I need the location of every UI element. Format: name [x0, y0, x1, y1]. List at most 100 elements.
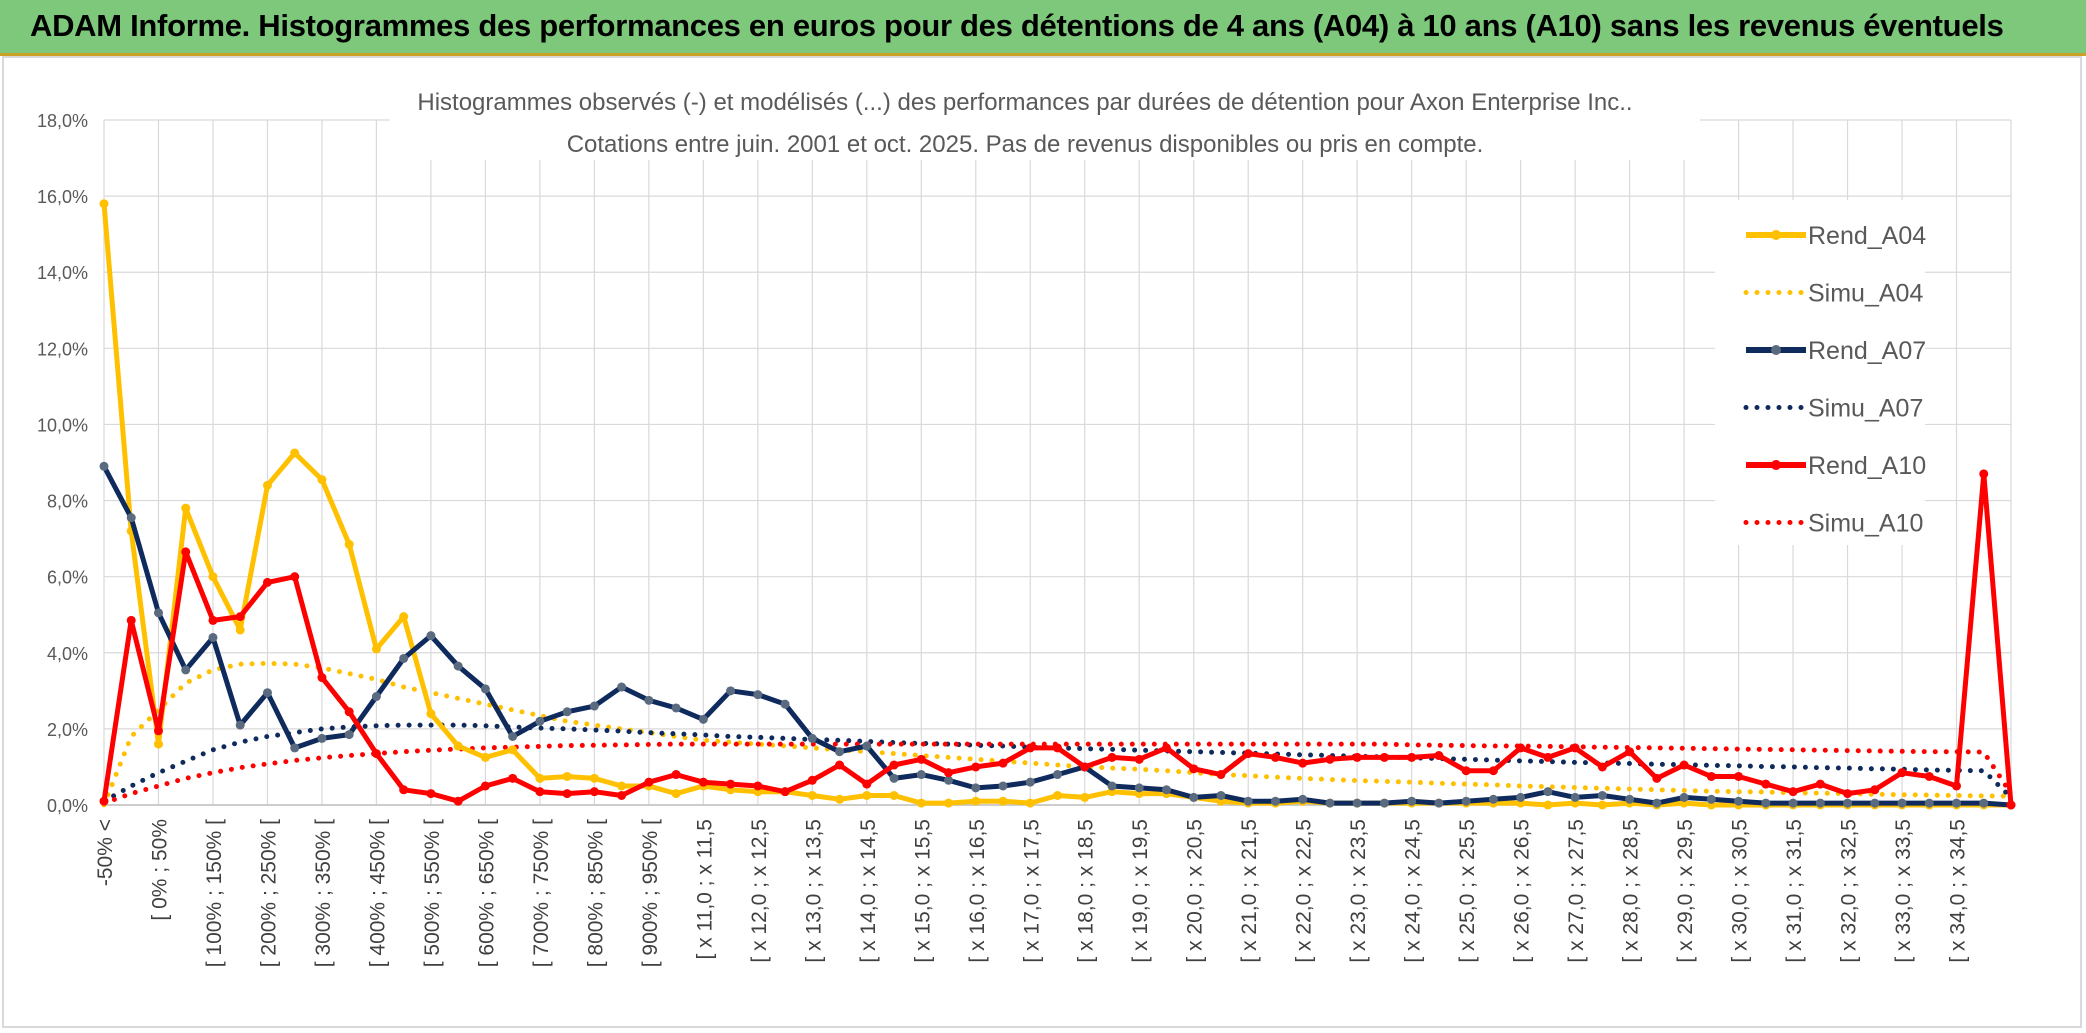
data-point-Rend_A10 [726, 779, 736, 789]
data-point-Rend_A10 [562, 789, 572, 799]
data-point-Rend_A04 [153, 739, 163, 749]
data-point-Rend_A07 [1924, 798, 1934, 808]
data-point-Rend_A10 [780, 787, 790, 797]
data-point-Rend_A07 [153, 608, 163, 618]
data-point-Rend_A10 [153, 726, 163, 736]
y-tick-label: 18,0% [37, 111, 88, 131]
data-point-Rend_A04 [1025, 798, 1035, 808]
data-point-Rend_A07 [1652, 798, 1662, 808]
data-point-Rend_A07 [480, 684, 490, 694]
data-point-Rend_A07 [1843, 798, 1853, 808]
data-point-Rend_A07 [371, 692, 381, 702]
legend-label: Simu_A10 [1808, 510, 1923, 538]
data-point-Rend_A10 [1543, 752, 1553, 762]
data-point-Rend_A07 [290, 743, 300, 753]
chart-frame [2, 56, 2082, 1028]
data-point-Rend_A10 [862, 779, 872, 789]
data-point-Rend_A10 [1025, 743, 1035, 753]
legend-label: Simu_A07 [1808, 395, 1923, 423]
data-point-Rend_A04 [1543, 800, 1553, 810]
legend-item-Rend_A04: Rend_A04 [1746, 222, 1926, 250]
legend-item-Rend_A10: Rend_A10 [1746, 452, 1926, 480]
data-point-Rend_A07 [1679, 792, 1689, 802]
data-point-Rend_A07 [807, 733, 817, 743]
x-tick-label: [ x 27,0 ; x 27,5 [1565, 819, 1588, 963]
data-point-Rend_A07 [1788, 798, 1798, 808]
data-point-Rend_A07 [889, 773, 899, 783]
data-point-Rend_A07 [317, 733, 327, 743]
data-point-Rend_A04 [453, 741, 463, 751]
report-banner: ADAM Informe. Histogrammes des performan… [0, 0, 2086, 56]
data-point-Rend_A07 [426, 631, 436, 641]
x-tick-label: [ x 21,0 ; x 21,5 [1238, 819, 1261, 963]
data-point-Rend_A07 [262, 688, 272, 698]
y-tick-label: 4,0% [47, 644, 88, 664]
x-tick-label: [ x 25,0 ; x 25,5 [1456, 819, 1479, 963]
data-point-Rend_A10 [535, 787, 545, 797]
x-tick-label: [ 700% ; 750% [ [530, 819, 553, 967]
x-tick-label: -50% < [94, 819, 117, 886]
data-point-Rend_A07 [862, 741, 872, 751]
data-point-Rend_A10 [753, 781, 763, 791]
x-tick-label: [ x 33,0 ; x 33,5 [1892, 819, 1915, 963]
legend-item-Simu_A10: Simu_A10 [1743, 510, 1923, 538]
x-tick-label: [ x 11,0 ; x 11,5 [693, 819, 716, 959]
y-tick-label: 12,0% [37, 339, 88, 359]
x-tick-label: [ 0% ; 50% [148, 819, 171, 921]
data-point-Rend_A07 [617, 682, 627, 692]
data-point-Rend_A10 [1597, 762, 1607, 772]
x-tick-label: [ x 31,0 ; x 31,5 [1783, 819, 1806, 963]
data-point-Rend_A07 [1979, 798, 1989, 808]
y-tick-label: 0,0% [47, 796, 88, 816]
legend-label: Simu_A04 [1808, 280, 1923, 308]
legend-marker [1771, 345, 1781, 355]
data-point-Rend_A07 [1543, 787, 1553, 797]
title-background [390, 80, 1700, 160]
legend-item-Simu_A07: Simu_A07 [1743, 395, 1923, 423]
data-point-Rend_A10 [1734, 771, 1744, 781]
x-tick-label: [ x 32,0 ; x 32,5 [1838, 819, 1861, 963]
data-point-Rend_A10 [2006, 800, 2016, 810]
data-point-Rend_A07 [1625, 794, 1635, 804]
x-tick-label: [ x 12,0 ; x 12,5 [748, 819, 771, 963]
legend-marker [1771, 460, 1781, 470]
data-point-Rend_A10 [1979, 469, 1989, 479]
data-point-Rend_A07 [753, 690, 763, 700]
data-point-Rend_A10 [698, 777, 708, 787]
data-point-Rend_A10 [807, 775, 817, 785]
data-point-Rend_A10 [617, 790, 627, 800]
data-point-Rend_A07 [998, 781, 1008, 791]
data-point-Rend_A04 [181, 503, 191, 513]
series-Rend_A10 [99, 469, 2016, 810]
x-tick-label: [ 800% ; 850% [ [584, 819, 607, 967]
x-tick-label: [ x 14,0 ; x 14,5 [857, 819, 880, 963]
y-tick-label: 2,0% [47, 720, 88, 740]
data-point-Rend_A10 [1107, 752, 1117, 762]
data-point-Rend_A07 [1298, 794, 1308, 804]
data-point-Rend_A07 [1815, 798, 1825, 808]
data-point-Rend_A10 [1053, 743, 1062, 753]
data-point-Rend_A07 [508, 732, 518, 741]
data-point-Rend_A07 [1216, 790, 1226, 800]
x-tick-label: [ x 16,0 ; x 16,5 [966, 819, 989, 963]
chart-title: Histogrammes observés (-) et modélisés (… [417, 89, 1632, 116]
data-point-Rend_A04 [208, 572, 218, 582]
data-point-Rend_A07 [344, 730, 354, 740]
legend-item-Simu_A04: Simu_A04 [1743, 280, 1923, 308]
x-tick-label: [ x 18,0 ; x 18,5 [1075, 819, 1098, 963]
data-point-Rend_A10 [1488, 766, 1498, 776]
data-point-Rend_A04 [971, 796, 981, 806]
data-point-Rend_A07 [726, 686, 736, 696]
data-point-Rend_A04 [807, 790, 817, 800]
report-title: ADAM Informe. Histogrammes des performan… [30, 8, 2004, 43]
data-point-Rend_A04 [998, 796, 1008, 806]
data-point-Rend_A07 [1870, 798, 1880, 808]
legend-label: Rend_A04 [1808, 222, 1926, 250]
data-point-Rend_A07 [208, 633, 218, 643]
chart-subtitle: Cotations entre juin. 2001 et oct. 2025.… [567, 131, 1484, 158]
data-point-Rend_A07 [644, 695, 654, 705]
data-point-Rend_A07 [698, 714, 708, 724]
data-point-Rend_A04 [916, 798, 926, 808]
data-point-Rend_A07 [126, 513, 136, 523]
data-point-Rend_A07 [1952, 798, 1962, 808]
